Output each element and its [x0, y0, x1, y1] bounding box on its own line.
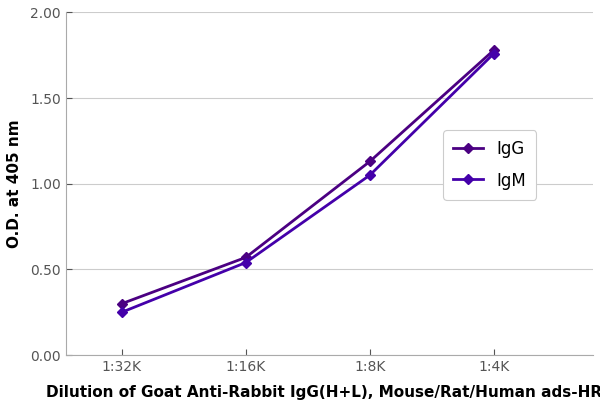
IgG	[366, 159, 373, 164]
Line: IgG: IgG	[118, 47, 497, 307]
Y-axis label: O.D. at 405 nm: O.D. at 405 nm	[7, 119, 22, 248]
IgM	[490, 51, 497, 56]
IgG	[490, 48, 497, 53]
Line: IgM: IgM	[118, 50, 497, 316]
IgM	[242, 260, 250, 265]
IgG	[242, 255, 250, 260]
IgM	[366, 173, 373, 177]
Legend: IgG, IgM: IgG, IgM	[443, 130, 536, 200]
X-axis label: Dilution of Goat Anti-Rabbit IgG(H+L), Mouse/Rat/Human ads-HRP: Dilution of Goat Anti-Rabbit IgG(H+L), M…	[46, 385, 600, 400]
IgM	[118, 310, 125, 315]
IgG	[118, 301, 125, 306]
